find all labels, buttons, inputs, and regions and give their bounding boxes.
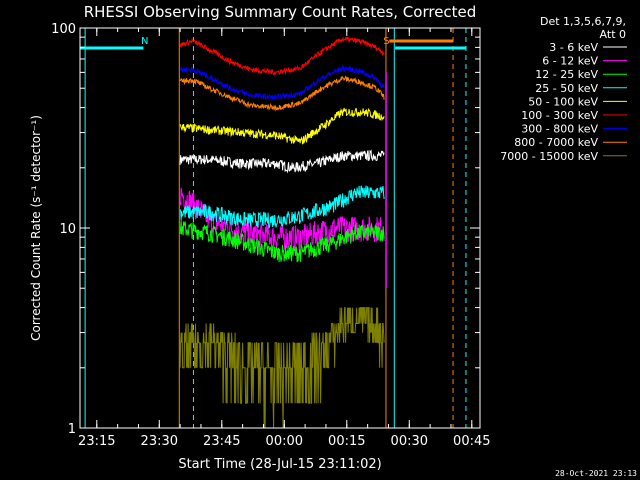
x-tick-label: 23:30	[141, 434, 178, 449]
x-axis-label: Start Time (28-Jul-15 23:11:02)	[178, 457, 381, 472]
x-tick-label: 00:30	[391, 434, 428, 449]
legend-header-attenuator: Att 0	[600, 28, 626, 41]
legend-label: 7000 - 15000 keV	[500, 150, 598, 163]
legend-label: 300 - 800 keV	[521, 123, 598, 136]
flag-annotation: S	[383, 36, 389, 47]
y-axis: 1 10 100	[51, 22, 480, 437]
legend-label: 6 - 12 keV	[542, 55, 598, 68]
legend-label: 50 - 100 keV	[528, 95, 598, 108]
series-line	[179, 307, 385, 429]
series-line	[179, 185, 385, 230]
series-line	[179, 220, 385, 263]
series-line	[179, 187, 385, 252]
series-line	[179, 75, 385, 112]
series-line	[179, 65, 385, 101]
x-tick-label: 23:45	[203, 434, 240, 449]
legend-label: 3 - 6 keV	[549, 41, 598, 54]
x-tick-label: 00:15	[328, 434, 365, 449]
legend-label: 100 - 300 keV	[521, 109, 598, 122]
y-tick-label: 10	[59, 222, 76, 237]
legend-label: 25 - 50 keV	[535, 82, 598, 95]
legend-label: 12 - 25 keV	[535, 68, 598, 81]
series-line	[179, 149, 385, 174]
y-tick-label: 1	[68, 422, 76, 437]
flag-annotation: N	[141, 36, 148, 47]
y-tick-label: 100	[51, 22, 76, 37]
x-tick-label: 00:45	[453, 434, 490, 449]
x-tick-label: 00:00	[266, 434, 303, 449]
footer-date: 28-Oct-2021 23:13	[555, 469, 637, 478]
x-tick-label: 23:15	[78, 434, 115, 449]
legend-header-detectors: Det 1,3,5,6,7,9,	[540, 15, 626, 28]
y-axis-label: Corrected Count Rate (s⁻¹ detector⁻¹)	[29, 115, 43, 341]
series-line	[179, 107, 385, 145]
x-axis: 23:15 23:30 23:45 00:00 00:15 00:30 00:45	[78, 28, 491, 449]
legend-label: 800 - 7000 keV	[514, 136, 598, 149]
chart-title: RHESSI Observing Summary Count Rates, Co…	[84, 3, 477, 21]
series-line	[179, 36, 385, 76]
